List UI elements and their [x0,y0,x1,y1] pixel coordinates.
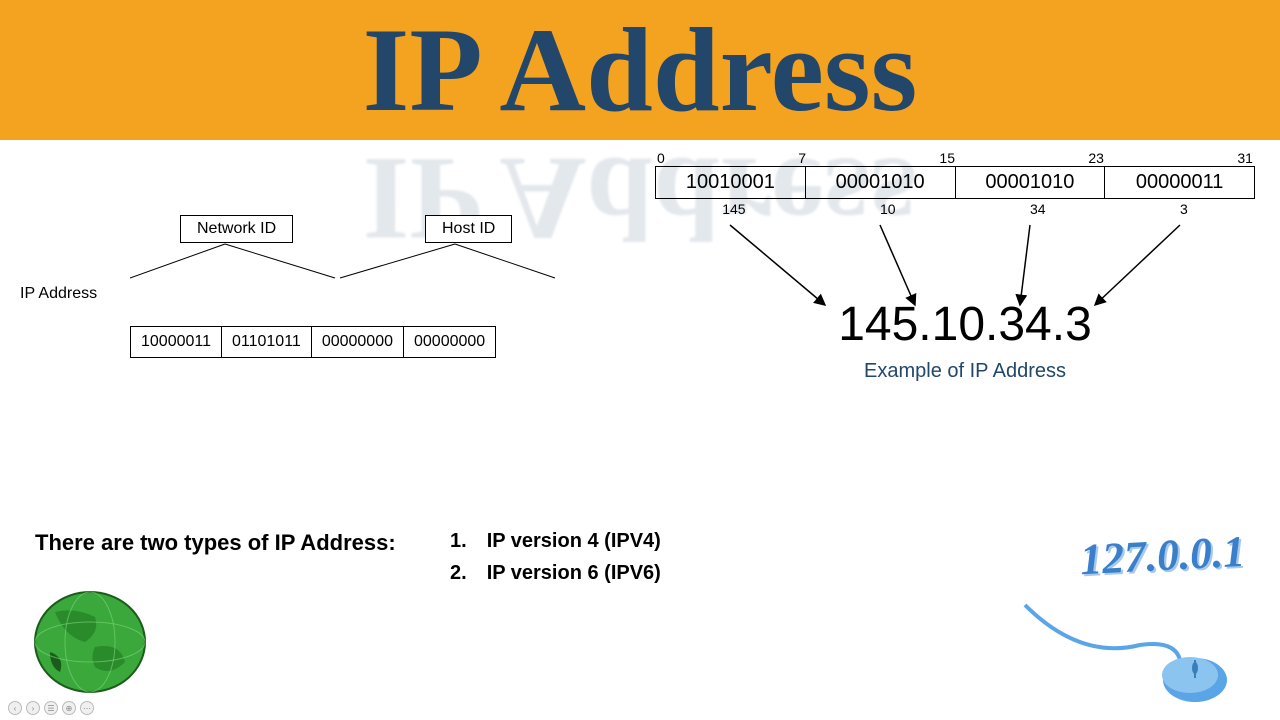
mouse-icon [1020,600,1240,710]
decimal-value: 3 [1180,201,1188,217]
nav-menu-icon[interactable]: ☰ [44,701,58,715]
binary-octet: 00001010 [955,167,1105,199]
ip-example-diagram: 0 7 15 23 31 10010001 00001010 00001010 … [655,150,1275,383]
nav-prev-icon[interactable]: ‹ [8,701,22,715]
octet-cell: 00000000 [311,327,403,358]
types-list: 1. IP version 4 (IPV4) 2. IP version 6 (… [450,525,661,589]
list-number: 1. [450,525,467,557]
arrow-lines [655,220,1255,315]
decimal-value: 145 [722,201,745,217]
presentation-nav: ‹ › ☰ ⊕ ⋯ [8,701,94,715]
binary-octet: 10010001 [656,167,806,199]
nav-zoom-icon[interactable]: ⊕ [62,701,76,715]
bracket-lines [130,240,560,280]
list-number: 2. [450,557,467,589]
list-item: 2. IP version 6 (IPV6) [450,557,661,589]
bit-position: 31 [1237,150,1253,166]
globe-icon [25,582,155,702]
page-title: IP Address [363,1,918,139]
octet-cell: 01101011 [222,327,312,358]
decimal-value: 10 [880,201,896,217]
nav-next-icon[interactable]: › [26,701,40,715]
list-text: IP version 4 (IPV4) [487,525,661,557]
bit-position: 7 [798,150,806,166]
binary-table: 10010001 00001010 00001010 00000011 [655,166,1255,199]
binary-octet: 00001010 [805,167,955,199]
octet-cell: 00000000 [404,327,496,358]
ip-address-label: IP Address [20,285,97,303]
bit-position: 0 [657,150,665,166]
network-id-label: Network ID [180,215,293,243]
bit-position-row: 0 7 15 23 31 [655,150,1255,166]
example-caption: Example of IP Address [655,360,1275,383]
octet-cell: 10000011 [131,327,222,358]
bit-position: 15 [939,150,955,166]
types-heading: There are two types of IP Address: [35,530,396,556]
host-id-label: Host ID [425,215,512,243]
list-item: 1. IP version 4 (IPV4) [450,525,661,557]
list-text: IP version 6 (IPV6) [487,557,661,589]
bit-position: 23 [1088,150,1104,166]
decimal-value: 34 [1030,201,1046,217]
ip-octets-table: 10000011 01101011 00000000 00000000 [130,326,496,358]
binary-octet: 00000011 [1105,167,1255,199]
header-banner: IP Address [0,0,1280,140]
decimal-row: 145 10 34 3 [655,201,1255,217]
loopback-text: 127.0.0.1 [1079,526,1246,586]
nav-more-icon[interactable]: ⋯ [80,701,94,715]
